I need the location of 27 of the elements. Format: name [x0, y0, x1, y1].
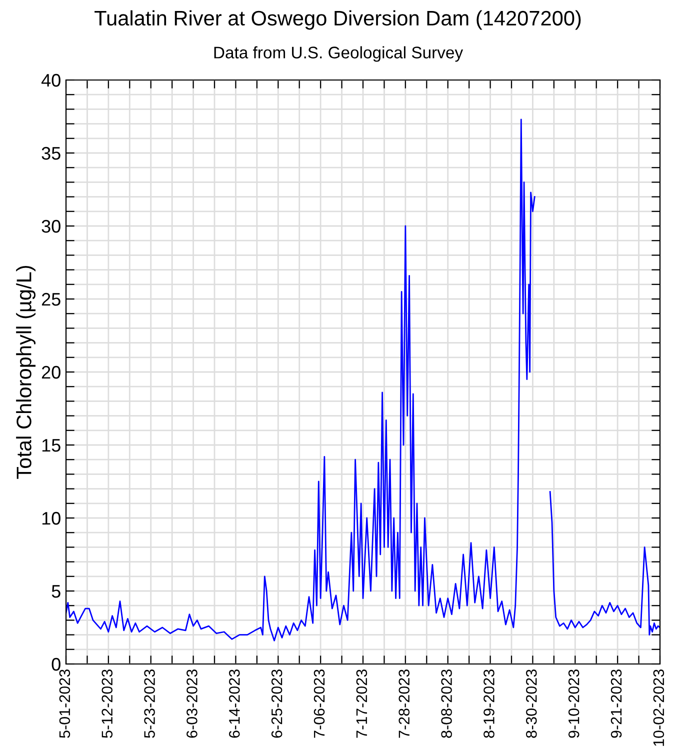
x-tick-label: 8-19-2023 [484, 670, 494, 738]
x-tick-label: 7-28-2023 [398, 670, 410, 738]
y-tick-label: 20 [42, 366, 60, 379]
x-tick-label: 8-08-2023 [441, 670, 452, 738]
x-tick-label: 5-23-2023 [144, 670, 155, 738]
x-tick-label: 9-10-2023 [568, 670, 580, 738]
x-tick-label: 7-17-2023 [356, 670, 368, 738]
x-tick-label: 9-21-2023 [610, 670, 622, 738]
x-tick-label: 8-30-2023 [526, 670, 537, 738]
y-tick-label: 35 [42, 146, 60, 160]
chart-title: Tualatin River at Oswego Diversion Dam (14207200) [94, 10, 581, 30]
x-tick-label: 7-06-2023 [314, 670, 325, 738]
y-tick-label: 10 [42, 512, 60, 525]
y-tick-label: 30 [42, 220, 60, 233]
x-tick-label: 5-12-2023 [102, 670, 113, 738]
y-axis-title: Total Chlorophyll (µg/L) [16, 266, 36, 479]
x-tick-label: 6-25-2023 [271, 670, 282, 738]
x-tick-label: 6-14-2023 [228, 670, 240, 738]
x-tick-label: 5-01-2023 [59, 670, 70, 738]
chart-subtitle: Data from U.S. Geological Survey [214, 46, 464, 62]
y-tick-label: 25 [42, 292, 60, 306]
y-tick-label: 5 [52, 585, 60, 598]
y-tick-label: 15 [42, 439, 60, 452]
y-tick-label: 40 [41, 74, 60, 87]
x-tick-label: 10-02-2023 [653, 670, 664, 746]
x-tick-label: 6-03-2023 [186, 670, 198, 738]
y-tick-label: 0 [52, 658, 60, 671]
